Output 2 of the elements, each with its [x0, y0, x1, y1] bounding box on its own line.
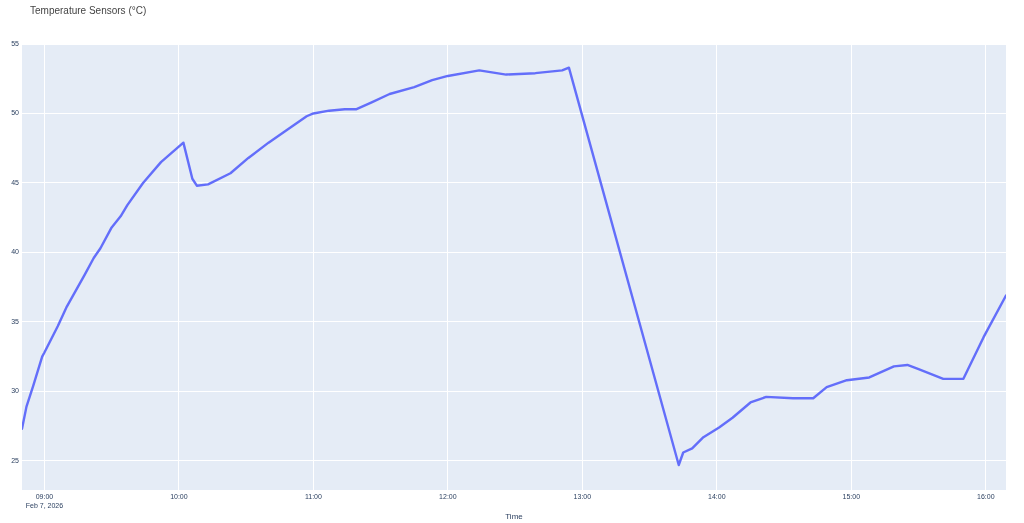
x-axis-title: Time	[505, 512, 524, 522]
chart-title: Temperature Sensors (°C)	[30, 5, 147, 16]
